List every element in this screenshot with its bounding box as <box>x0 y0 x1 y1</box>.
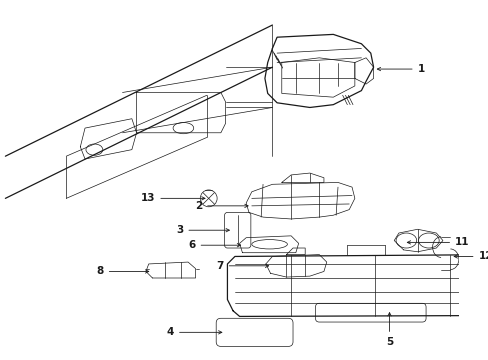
Text: 10: 10 <box>0 359 1 360</box>
Text: 9: 9 <box>0 359 1 360</box>
Text: 8: 8 <box>96 266 148 276</box>
Text: 4: 4 <box>166 327 222 337</box>
Text: 11: 11 <box>407 237 468 247</box>
Text: 13: 13 <box>141 193 204 203</box>
Text: 2: 2 <box>195 201 247 211</box>
Text: 12: 12 <box>453 251 488 261</box>
Text: 5: 5 <box>385 312 392 347</box>
Text: 3: 3 <box>176 225 229 235</box>
Text: 6: 6 <box>188 240 240 250</box>
Text: 7: 7 <box>216 261 268 271</box>
Text: 1: 1 <box>377 64 424 74</box>
